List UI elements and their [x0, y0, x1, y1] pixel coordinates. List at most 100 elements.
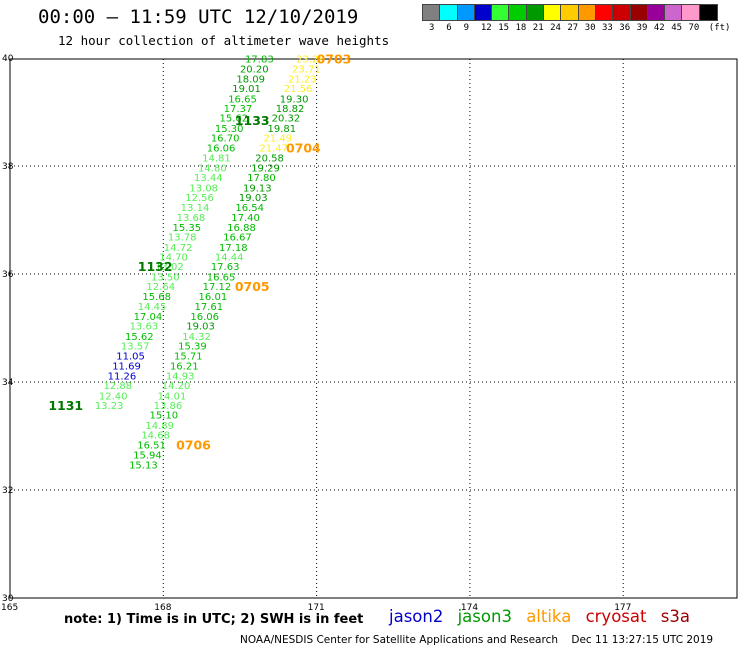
swh-value: 23.71	[292, 65, 321, 76]
legend-labels: 3 6 9 12 15 18 21 24 27 30 33 36 39 42 45 70 (ft)	[422, 21, 730, 35]
legend-label: 39	[636, 23, 648, 33]
legend-label: 21	[532, 23, 544, 33]
legend-label: 18	[515, 23, 527, 33]
swh-value: 13.63	[130, 322, 159, 333]
swh-value: 20.58	[255, 154, 284, 165]
swh-value: 16.01	[199, 292, 228, 303]
swh-value: 20.20	[240, 65, 269, 76]
pass-time-label: 1132	[138, 259, 173, 274]
legend-label: 15	[498, 23, 510, 33]
legend-label: 24	[550, 23, 561, 33]
swh-value: 12.56	[185, 193, 214, 204]
lon-tick-label: 174	[461, 603, 478, 613]
swh-value: 12.88	[104, 381, 133, 392]
legend-label: 27	[567, 23, 579, 33]
swh-value: 16.54	[235, 203, 264, 214]
swh-value: 15.68	[142, 292, 171, 303]
lat-tick-label: 40	[2, 54, 14, 64]
lat-tick-label: 36	[2, 270, 14, 280]
pass-time-label: 0704	[286, 140, 321, 155]
pass-time-label: 0706	[176, 437, 211, 452]
page-subtitle: 12 hour collection of altimeter wave hei…	[58, 33, 390, 48]
swh-color-legend: 3 6 9 12 15 18 21 24 27 30 33 36 39 42 45 70 (ft)	[422, 4, 730, 35]
legend-color-boxes	[422, 4, 719, 21]
legend-swatch	[474, 5, 493, 20]
swh-value: 14.32	[182, 332, 211, 343]
legend-label: 45	[671, 23, 683, 33]
swh-value: 17.61	[194, 302, 223, 313]
swh-value: 17.12	[203, 282, 232, 293]
sat-jason2: jason2	[389, 607, 444, 626]
swh-value: 19.03	[186, 322, 215, 333]
legend-label: 33	[602, 23, 613, 33]
swh-value: 12.40	[99, 391, 128, 402]
legend-label: 30	[584, 23, 596, 33]
page-title: 00:00 – 11:59 UTC 12/10/2019	[38, 6, 359, 28]
swh-value: 14.72	[164, 243, 193, 254]
swh-value: 19.81	[268, 124, 297, 135]
swh-value: 14.89	[145, 421, 174, 432]
legend-swatch	[457, 5, 475, 20]
swh-value: 12.64	[146, 282, 175, 293]
legend-label: 6	[446, 23, 452, 33]
swh-value: 15.35	[172, 223, 201, 234]
swh-value: 15.39	[178, 342, 207, 353]
legend-swatch	[578, 5, 596, 20]
swh-value: 11.26	[108, 371, 137, 382]
sat-s3a: s3a	[660, 607, 690, 626]
swh-value: 14.81	[202, 154, 231, 165]
swh-value: 13.44	[194, 173, 223, 184]
swh-value: 19.01	[232, 84, 261, 95]
swh-value: 14.93	[166, 371, 195, 382]
footer-agency: NOAA/NESDIS Center for Satellite Applica…	[240, 634, 558, 646]
pass-time-label: 0705	[235, 279, 270, 294]
swh-value: 13.68	[177, 213, 206, 224]
legend-swatch	[647, 5, 666, 20]
legend-swatch	[509, 5, 527, 20]
swh-value: 13.57	[121, 342, 150, 353]
lat-tick-label: 38	[2, 162, 14, 172]
swh-value: 19.30	[280, 94, 309, 105]
legend-swatch	[423, 5, 441, 20]
legend-swatch	[613, 5, 631, 20]
legend-label: 42	[653, 23, 665, 33]
swh-value: 21.56	[284, 84, 313, 95]
legend-swatch	[699, 5, 718, 20]
footer: NOAA/NESDIS Center for Satellite Applica…	[240, 634, 713, 646]
swh-value: 15.30	[215, 124, 244, 135]
swh-value: 13.23	[95, 401, 124, 412]
legend-label: 9	[463, 23, 470, 33]
lon-tick-label: 177	[614, 603, 631, 613]
swh-value: 19.03	[239, 193, 268, 204]
lon-tick-label: 168	[154, 603, 171, 613]
swh-value: 13.02	[155, 262, 184, 273]
swh-value: 15.94	[133, 451, 162, 462]
lat-tick-label: 32	[2, 486, 13, 496]
sat-altika: altika	[526, 607, 572, 626]
legend-label: 3	[429, 23, 435, 33]
swh-value: 21.49	[263, 134, 292, 145]
swh-value: 13.50	[151, 272, 180, 283]
lat-tick-label: 30	[2, 594, 14, 604]
swh-value: 14.68	[141, 431, 170, 442]
swh-value: 15.71	[174, 351, 203, 362]
swh-value: 23.28	[296, 54, 325, 65]
legend-swatch	[682, 5, 700, 20]
swh-value: 17.40	[231, 213, 260, 224]
swh-value: 16.21	[170, 362, 199, 373]
swh-value: 16.70	[211, 134, 240, 145]
swh-value: 13.14	[181, 203, 210, 214]
legend-swatch	[665, 5, 683, 20]
swh-value: 15.62	[220, 114, 249, 125]
swh-value: 21.23	[288, 74, 317, 85]
legend-swatch	[595, 5, 614, 20]
swh-value: 16.06	[190, 312, 219, 323]
legend-swatch	[561, 5, 579, 20]
sat-jason3: jason3	[457, 607, 512, 626]
swh-value: 16.51	[137, 440, 166, 451]
legend-label: (ft)	[708, 23, 731, 33]
swh-value: 16.67	[223, 233, 252, 244]
swh-value: 17.80	[247, 173, 276, 184]
